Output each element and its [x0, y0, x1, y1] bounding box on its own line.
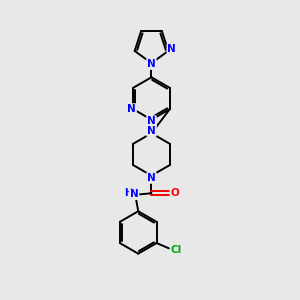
Text: N: N: [130, 189, 139, 199]
Text: O: O: [171, 188, 179, 198]
Text: N: N: [147, 126, 156, 136]
Text: N: N: [147, 59, 156, 69]
Text: N: N: [127, 104, 136, 114]
Text: N: N: [167, 44, 176, 55]
Text: H: H: [124, 188, 132, 198]
Text: N: N: [147, 173, 156, 183]
Text: Cl: Cl: [171, 245, 182, 255]
Text: N: N: [147, 116, 156, 126]
